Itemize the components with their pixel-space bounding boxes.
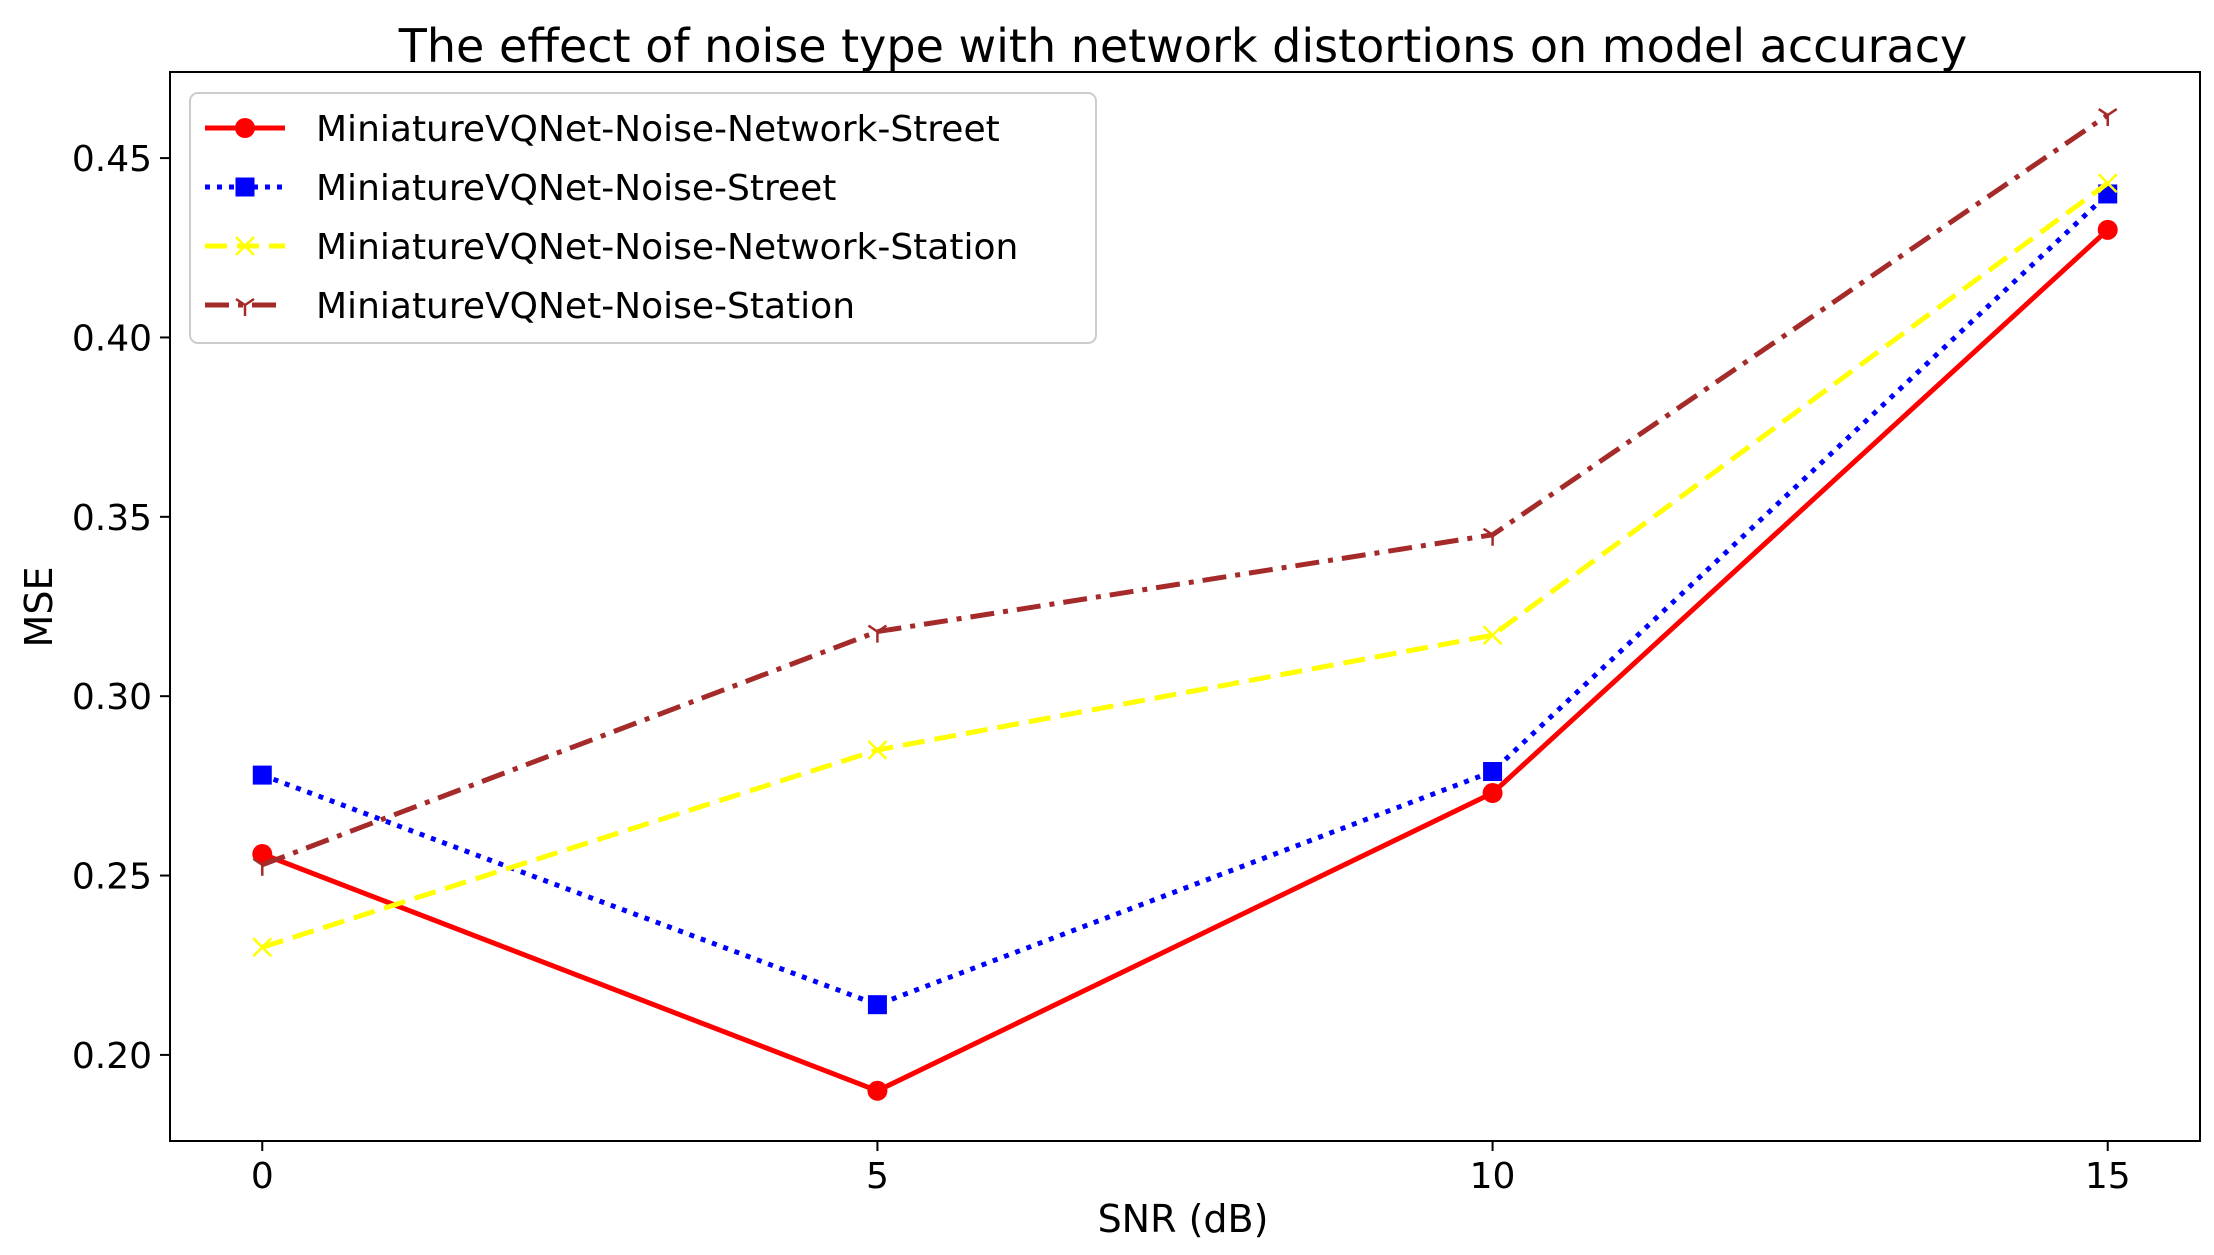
series-3 [252,173,2118,958]
x-axis-label: SNR (dB) [1098,1197,1269,1241]
data-point [867,624,888,643]
x-tick-label: 0 [251,1156,274,1197]
plot-area [252,108,2118,1101]
data-point [2098,108,2118,127]
legend-label: MiniatureVQNet-Noise-Network-Station [316,227,1018,268]
y-tick-label: 0.35 [72,498,152,539]
data-point [867,740,888,760]
series-line [261,192,2110,1008]
legend-marker [235,236,255,256]
data-point [252,937,273,958]
series-4 [252,108,2118,876]
x-axis: 0 5 10 15 [251,1141,2131,1197]
legend-label: MiniatureVQNet-Noise-Station [316,286,855,327]
y-tick-label: 0.20 [72,1036,152,1077]
legend-item: MiniatureVQNet-Noise-Station [205,286,855,327]
y-axis: 0.20 0.25 0.30 0.35 0.40 0.45 [72,139,170,1077]
x-tick-label: 5 [866,1156,889,1197]
data-point [1483,762,1503,782]
series-line [261,181,2110,950]
y-tick-label: 0.30 [72,677,152,718]
legend-item: MiniatureVQNet-Noise-Network-Street [205,109,1000,150]
data-point [252,765,272,785]
legend-marker [235,177,255,197]
legend: MiniatureVQNet-Noise-Network-Street Minia… [189,92,1097,344]
series-1 [252,219,2118,1101]
chart-title: The effect of noise type with network di… [398,19,1967,73]
y-tick-label: 0.25 [72,857,152,898]
legend-marker [235,118,255,138]
legend-item: MiniatureVQNet-Noise-Network-Station [205,227,1018,268]
series-line [261,227,2110,1094]
y-axis-label: MSE [17,567,61,648]
data-point [867,1080,888,1101]
data-point [252,844,273,865]
data-point [2097,173,2118,194]
y-tick-label: 0.40 [72,318,152,359]
data-point [2097,219,2118,240]
legend-item: MiniatureVQNet-Noise-Street [205,168,836,209]
data-point [252,857,272,876]
legend-marker [235,297,255,316]
data-point [1482,783,1503,804]
legend-box [189,92,1097,344]
plot-frame [169,71,2201,1142]
legend-label: MiniatureVQNet-Noise-Network-Street [316,109,1000,150]
data-point [867,995,887,1015]
data-point [1482,625,1503,646]
legend-label: MiniatureVQNet-Noise-Street [316,168,836,209]
series-line [261,112,2110,868]
x-tick-label: 10 [1470,1156,1516,1197]
x-tick-label: 15 [2085,1156,2131,1197]
y-tick-label: 0.45 [72,139,152,180]
data-point [1482,527,1503,546]
